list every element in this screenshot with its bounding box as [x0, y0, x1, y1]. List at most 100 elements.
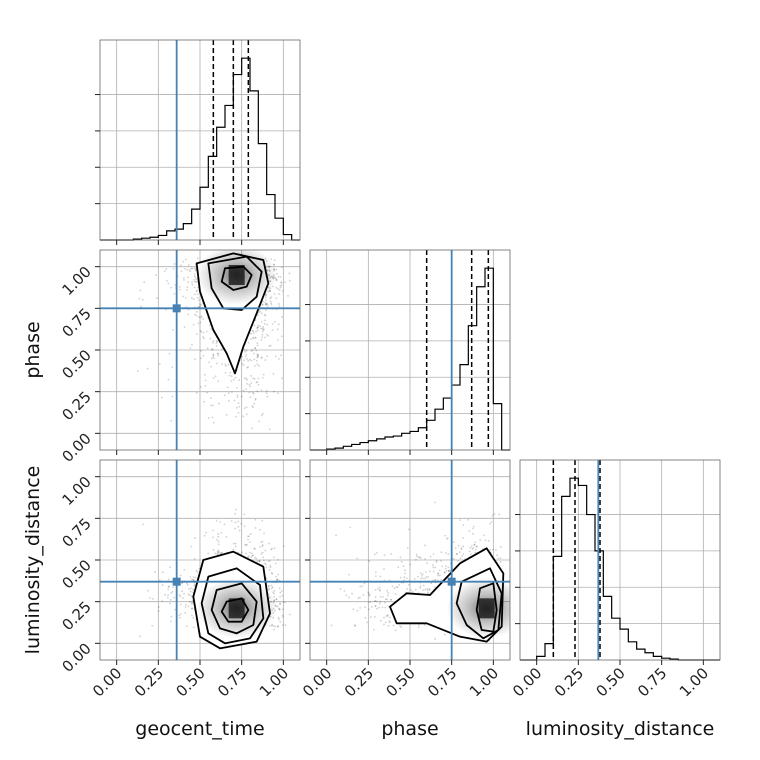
- scatter-point: [419, 557, 422, 560]
- scatter-point: [157, 606, 160, 608]
- scatter-point: [270, 584, 273, 587]
- scatter-point: [394, 593, 397, 595]
- scatter-point: [199, 321, 202, 324]
- scatter-point: [194, 269, 197, 272]
- scatter-point: [452, 541, 455, 544]
- scatter-point: [257, 354, 260, 357]
- scatter-point: [280, 354, 282, 357]
- scatter-point: [195, 569, 198, 572]
- scatter-point: [270, 571, 273, 574]
- scatter-point: [499, 561, 502, 563]
- scatter-point: [264, 563, 267, 566]
- scatter-point: [256, 326, 259, 329]
- scatter-point: [198, 305, 201, 308]
- scatter-point: [271, 573, 274, 575]
- scatter-point: [410, 589, 413, 591]
- scatter-point: [379, 595, 382, 598]
- scatter-point: [267, 560, 270, 563]
- scatter-point: [182, 260, 185, 263]
- scatter-point: [192, 579, 195, 581]
- scatter-point: [221, 363, 224, 365]
- scatter-point: [190, 267, 193, 270]
- scatter-point: [146, 367, 149, 370]
- scatter-point: [265, 303, 268, 305]
- scatter-point: [253, 547, 256, 550]
- scatter-point: [192, 579, 194, 581]
- scatter-point: [225, 365, 227, 367]
- scatter-point: [428, 587, 431, 590]
- scatter-point: [243, 359, 245, 362]
- scatter-point: [230, 520, 233, 522]
- scatter-point: [217, 535, 220, 538]
- scatter-point: [224, 371, 227, 374]
- scatter-point: [280, 281, 283, 284]
- scatter-point: [273, 390, 275, 393]
- scatter-point: [373, 615, 376, 618]
- scatter-point: [236, 386, 239, 389]
- scatter-point: [255, 349, 258, 352]
- scatter-point: [462, 524, 465, 526]
- scatter-point: [278, 303, 280, 305]
- scatter-point: [262, 556, 265, 559]
- scatter-point: [267, 334, 270, 337]
- scatter-point: [181, 590, 184, 593]
- scatter-point: [192, 626, 195, 629]
- x-tick-label: 0.50: [592, 664, 628, 700]
- scatter-point: [252, 332, 255, 335]
- scatter-point: [487, 539, 490, 542]
- scatter-point: [373, 553, 376, 556]
- scatter-point: [479, 539, 482, 541]
- scatter-point: [271, 323, 274, 325]
- scatter-point: [272, 625, 275, 627]
- scatter-point: [271, 623, 274, 626]
- scatter-point: [389, 616, 392, 619]
- scatter-point: [189, 347, 192, 349]
- scatter-point: [195, 392, 198, 394]
- scatter-point: [250, 350, 253, 352]
- scatter-point: [269, 564, 272, 567]
- scatter-point: [330, 624, 333, 627]
- scatter-point: [408, 583, 410, 586]
- scatter-point: [386, 598, 388, 601]
- scatter-point: [288, 279, 291, 282]
- scatter-point: [266, 333, 268, 336]
- scatter-point: [223, 394, 226, 397]
- scatter-point: [236, 396, 239, 399]
- scatter-point: [194, 537, 197, 539]
- scatter-point: [251, 349, 254, 351]
- scatter-point: [474, 551, 477, 554]
- scatter-point: [435, 559, 438, 562]
- scatter-point: [261, 519, 264, 522]
- scatter-point: [454, 547, 457, 550]
- contour-level-2: [455, 567, 503, 640]
- scatter-point: [433, 586, 436, 589]
- scatter-point: [255, 359, 258, 362]
- scatter-point: [459, 557, 462, 560]
- scatter-point: [245, 406, 248, 409]
- scatter-point: [254, 547, 257, 550]
- scatter-point: [264, 359, 267, 361]
- scatter-point: [388, 620, 391, 622]
- scatter-point: [238, 379, 241, 382]
- scatter-point: [378, 586, 381, 589]
- scatter-point: [170, 286, 173, 289]
- scatter-point: [202, 354, 205, 357]
- scatter-point: [255, 330, 257, 333]
- scatter-point: [217, 354, 220, 357]
- scatter-point: [196, 257, 199, 260]
- scatter-point: [251, 329, 254, 332]
- scatter-point: [260, 389, 263, 392]
- x-tick-label: 0.25: [341, 664, 377, 700]
- scatter-point: [358, 596, 361, 599]
- truth-marker: [447, 577, 456, 586]
- scatter-point: [223, 523, 226, 526]
- scatter-point: [472, 547, 475, 549]
- scatter-point: [261, 412, 264, 415]
- scatter-point: [280, 282, 283, 285]
- scatter-point: [193, 557, 196, 560]
- x-tick-label: 0.75: [424, 664, 460, 700]
- scatter-point: [218, 551, 220, 554]
- scatter-point: [193, 267, 196, 270]
- scatter-point: [191, 603, 193, 605]
- scatter-point: [140, 305, 142, 308]
